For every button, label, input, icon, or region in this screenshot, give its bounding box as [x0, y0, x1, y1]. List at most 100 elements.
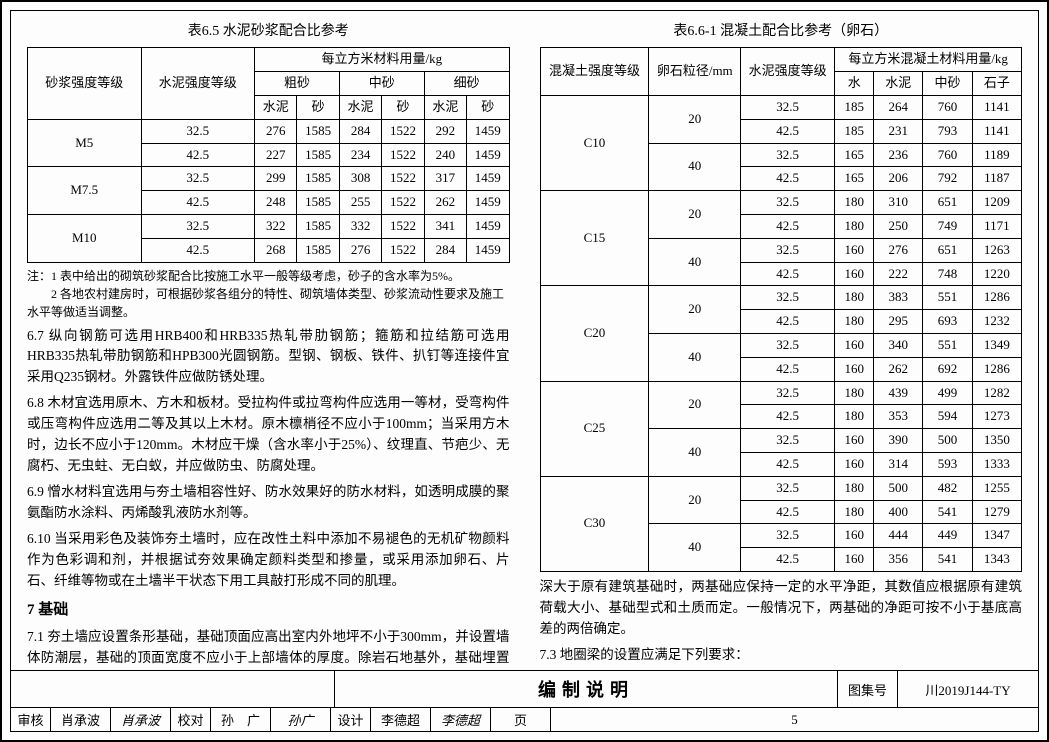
- table661-caption: 表6.6-1 混凝土配合比参考（卵石）: [540, 21, 1023, 43]
- t65-cell: 332: [339, 214, 381, 238]
- code-label: 图集号: [838, 671, 898, 707]
- t661-cell: 1187: [972, 167, 1021, 191]
- t661-cell: 1189: [972, 143, 1021, 167]
- t661-cell: 32.5: [741, 286, 835, 310]
- t661-cell: 551: [923, 333, 972, 357]
- t65-grade-cell: M7.5: [28, 167, 142, 215]
- t65-cell: 1585: [297, 191, 339, 215]
- t661-grade-cell: C25: [540, 381, 649, 476]
- t65-grade-cell: M5: [28, 119, 142, 167]
- t65-cell: 1585: [297, 143, 339, 167]
- t65-h: 砂: [467, 95, 509, 119]
- t65-cell: 1459: [467, 167, 509, 191]
- t661-h: 水泥: [874, 72, 923, 96]
- t661-cell: 353: [874, 405, 923, 429]
- t65-cell: 284: [424, 238, 466, 262]
- t661-dia-cell: 20: [649, 476, 741, 524]
- t661-grade-cell: C20: [540, 286, 649, 381]
- t661-cell: 295: [874, 310, 923, 334]
- t661-cell: 390: [874, 429, 923, 453]
- table-row: C102032.51852647601141: [540, 95, 1022, 119]
- t661-cell: 1349: [972, 333, 1021, 357]
- t65-h-mortar: 砂浆强度等级: [28, 48, 142, 119]
- review-label: 审核: [11, 708, 51, 731]
- t661-cell: 594: [923, 405, 972, 429]
- t65-cell: 317: [424, 167, 466, 191]
- t661-cell: 1350: [972, 429, 1021, 453]
- doc-title: 编制说明: [335, 671, 838, 707]
- table-row: C202032.51803835511286: [540, 286, 1022, 310]
- t65-cell: 1585: [297, 214, 339, 238]
- t661-dia-cell: 20: [649, 95, 741, 143]
- t65-cell: 284: [339, 119, 381, 143]
- t661-cell: 792: [923, 167, 972, 191]
- t661-cell: 42.5: [741, 357, 835, 381]
- para-7-1: 7.1 夯土墙应设置条形基础，基础顶面应高出室内外地坪不小于300mm，并设置墙…: [27, 627, 510, 670]
- t661-cell: 541: [923, 500, 972, 524]
- t661-h-dia: 卵石粒径/mm: [649, 48, 741, 96]
- inner-frame: 表6.5 水泥砂浆配合比参考 砂浆强度等级 水泥强度等级 每立方米材料用量/kg…: [10, 10, 1039, 732]
- t65-cell: 32.5: [141, 214, 255, 238]
- t661-cell: 160: [835, 548, 874, 572]
- t661-cell: 42.5: [741, 548, 835, 572]
- t661-cell: 340: [874, 333, 923, 357]
- t661-cell: 593: [923, 452, 972, 476]
- table-row: M532.5276158528415222921459: [28, 119, 510, 143]
- t661-cell: 1333: [972, 452, 1021, 476]
- t65-cell: 322: [255, 214, 297, 238]
- para-6-10: 6.10 当采用彩色及装饰夯土墙时，应在改性土料中添加不易褪色的无机矿物颜料作为…: [27, 529, 510, 592]
- t661-cell: 32.5: [741, 143, 835, 167]
- t65-cell: 268: [255, 238, 297, 262]
- t661-dia-cell: 20: [649, 381, 741, 429]
- t661-cell: 180: [835, 381, 874, 405]
- t661-h: 中砂: [923, 72, 972, 96]
- t661-cell: 1209: [972, 191, 1021, 215]
- t661-cell: 310: [874, 191, 923, 215]
- t65-cell: 341: [424, 214, 466, 238]
- t661-cell: 180: [835, 500, 874, 524]
- t661-cell: 222: [874, 262, 923, 286]
- t661-cell: 42.5: [741, 452, 835, 476]
- table-row: M7.532.5299158530815223171459: [28, 167, 510, 191]
- code-value: 川2019J144-TY: [898, 671, 1038, 707]
- t65-h: 水泥: [339, 95, 381, 119]
- t661-cell: 165: [835, 143, 874, 167]
- t661-cell: 231: [874, 119, 923, 143]
- t661-cell: 276: [874, 238, 923, 262]
- t661-cell: 180: [835, 476, 874, 500]
- t661-cell: 180: [835, 310, 874, 334]
- t661-cell: 42.5: [741, 405, 835, 429]
- t65-cell: 1585: [297, 238, 339, 262]
- t661-h-usage: 每立方米混凝土材料用量/kg: [835, 48, 1022, 72]
- t65-cell: 32.5: [141, 119, 255, 143]
- t661-cell: 692: [923, 357, 972, 381]
- t661-cell: 1282: [972, 381, 1021, 405]
- t661-cell: 32.5: [741, 333, 835, 357]
- t661-dia-cell: 20: [649, 286, 741, 334]
- t661-cell: 1279: [972, 500, 1021, 524]
- t661-cell: 1286: [972, 357, 1021, 381]
- t661-cell: 42.5: [741, 167, 835, 191]
- t65-cell: 227: [255, 143, 297, 167]
- t661-cell: 500: [923, 429, 972, 453]
- t661-h: 水: [835, 72, 874, 96]
- t661-cell: 749: [923, 214, 972, 238]
- t65-h: 砂: [382, 95, 424, 119]
- page-number: 5: [551, 708, 1038, 731]
- t65-cell: 255: [339, 191, 381, 215]
- left-column: 表6.5 水泥砂浆配合比参考 砂浆强度等级 水泥强度等级 每立方米材料用量/kg…: [27, 19, 510, 662]
- title-block-top: 编制说明 图集号 川2019J144-TY: [11, 671, 1038, 707]
- t661-cell: 32.5: [741, 238, 835, 262]
- t661-dia-cell: 40: [649, 143, 741, 191]
- t661-cell: 42.5: [741, 310, 835, 334]
- t661-cell: 32.5: [741, 476, 835, 500]
- note-line: 2 各地农村建房时，可根据砂浆各组分的特性、砌筑墙体类型、砂浆流动性要求及施工水…: [27, 285, 510, 321]
- t661-cell: 1347: [972, 524, 1021, 548]
- t661-cell: 482: [923, 476, 972, 500]
- t65-cell: 1459: [467, 191, 509, 215]
- t661-grade-cell: C15: [540, 191, 649, 286]
- design-name: 李德超: [371, 708, 431, 731]
- t661-cell: 160: [835, 429, 874, 453]
- t65-cell: 240: [424, 143, 466, 167]
- t65-cell: 276: [339, 238, 381, 262]
